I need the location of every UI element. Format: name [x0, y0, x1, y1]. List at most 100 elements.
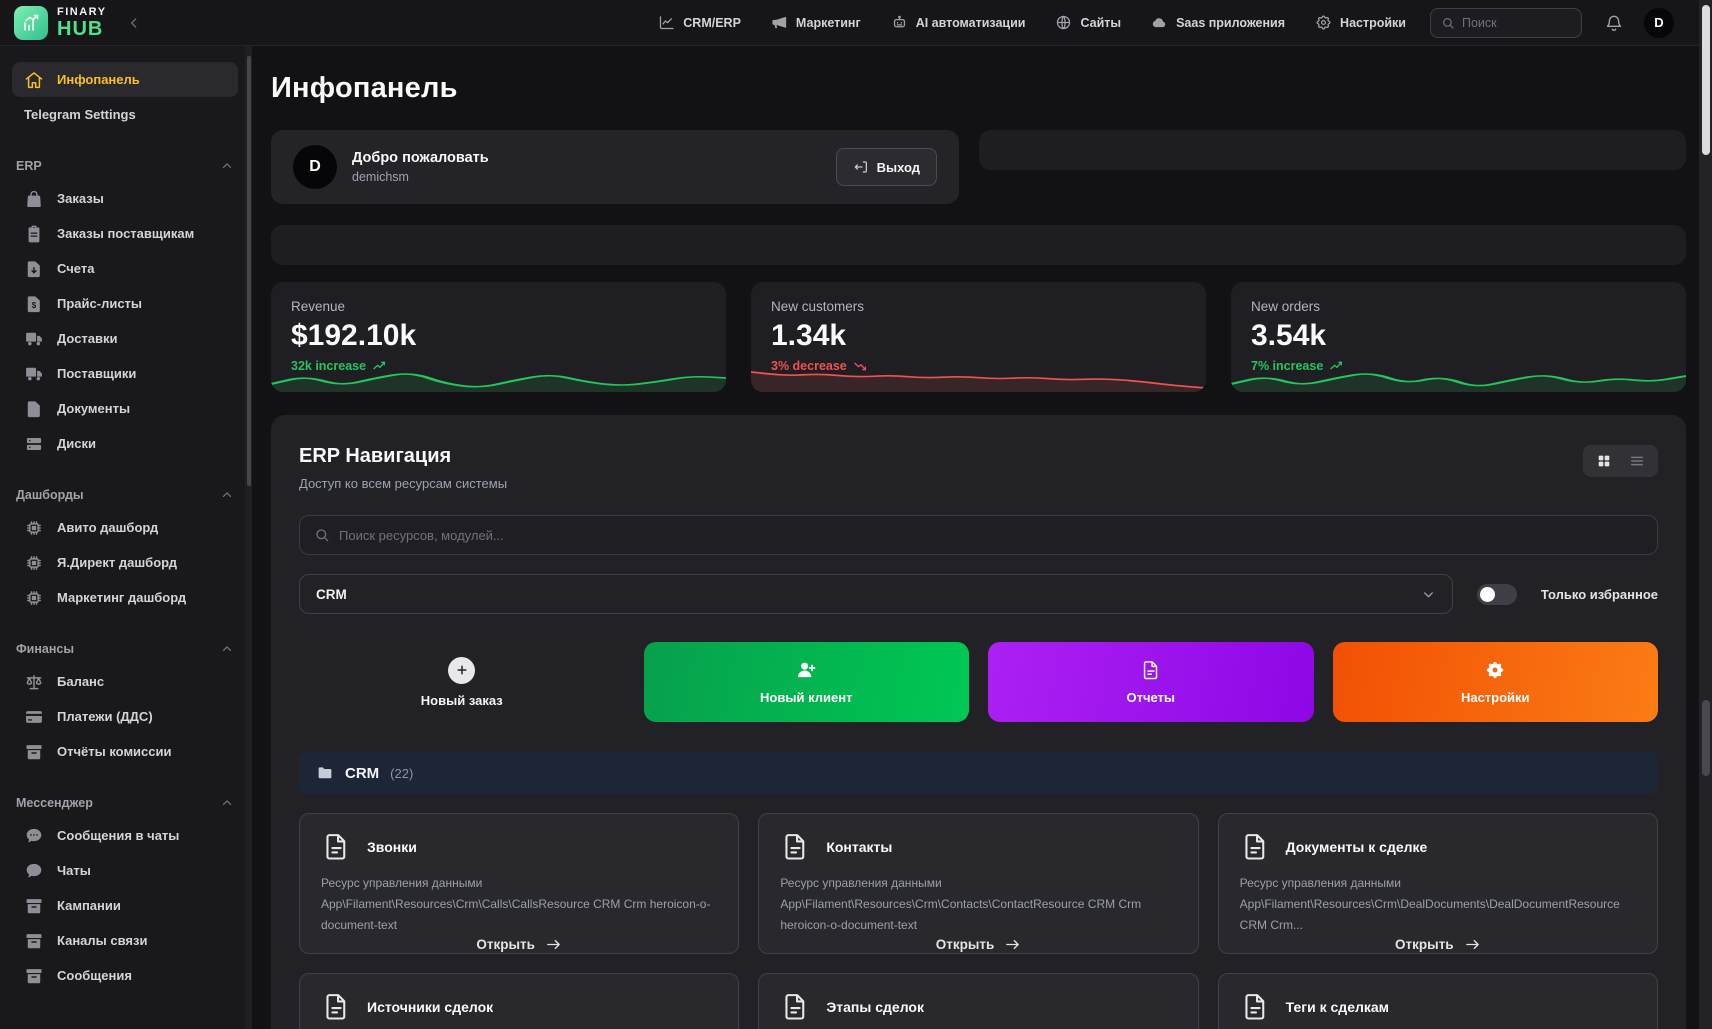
sidebar-group-header[interactable]: Финансы — [12, 642, 238, 656]
sidebar-item[interactable]: Заказы поставщикам — [12, 216, 238, 251]
crm-group-header[interactable]: CRM (22) — [299, 752, 1658, 794]
logout-label: Выход — [876, 159, 920, 175]
resource-card[interactable]: Звонки Ресурс управления данными App\Fil… — [299, 813, 740, 954]
home-icon — [24, 70, 44, 90]
archive-box-icon — [24, 742, 44, 762]
resource-title: Звонки — [367, 838, 417, 855]
topnav-item[interactable]: Сайты — [1055, 14, 1121, 31]
erp-nav-title: ERP Навигация — [299, 445, 452, 467]
sidebar-scrollbar-thumb[interactable] — [246, 56, 251, 486]
sidebar-item[interactable]: Отчёты комиссии — [12, 734, 238, 769]
favorites-only-toggle[interactable] — [1476, 583, 1517, 605]
chat-dots-icon — [24, 826, 44, 846]
quick-action-label: Настройки — [1460, 690, 1530, 705]
user-avatar[interactable]: D — [1644, 7, 1674, 38]
quick-action-button[interactable]: Настройки — [1332, 642, 1658, 722]
stat-sparkline — [271, 373, 726, 392]
resource-open-link[interactable]: Открыть — [476, 936, 562, 953]
chart-line-icon — [658, 14, 675, 31]
document-dollar-icon: $ — [24, 294, 44, 314]
user-plus-icon — [795, 659, 817, 681]
sidebar-item[interactable]: Я.Директ дашборд — [12, 545, 238, 580]
resource-title: Теги к сделкам — [1285, 998, 1390, 1015]
sidebar-item[interactable]: Сообщения в чаты — [12, 818, 238, 853]
resource-card[interactable]: Документы к сделке Ресурс управления дан… — [1217, 813, 1658, 954]
resource-card[interactable]: Теги к сделкам Ресурс управления данными… — [1217, 973, 1658, 1029]
document-text-icon — [780, 831, 811, 862]
resource-search-input[interactable] — [339, 527, 1643, 543]
gear-solid-icon — [1484, 659, 1506, 681]
quick-action-button[interactable]: Отчеты — [988, 642, 1314, 722]
sidebar-item[interactable]: Маркетинг дашборд — [12, 580, 238, 615]
topbar-search[interactable] — [1430, 7, 1582, 38]
stats-row: Revenue $192.10k 32k increase New custom… — [271, 282, 1686, 392]
welcome-username: demichsm — [352, 170, 409, 184]
crm-group-count: (22) — [390, 765, 414, 781]
sidebar-group-header[interactable]: Дашборды — [12, 488, 238, 502]
resource-search[interactable] — [299, 515, 1658, 555]
topnav-item[interactable]: AI автоматизации — [891, 14, 1025, 31]
sidebar-scrollbar[interactable] — [245, 46, 252, 1029]
resource-open-link[interactable]: Открыть — [1395, 936, 1481, 953]
topbar-search-input[interactable] — [1462, 15, 1571, 30]
topnav-item[interactable]: Маркетинг — [771, 14, 861, 31]
resource-card[interactable]: Источники сделок Ресурс управления данны… — [299, 973, 740, 1029]
sidebar-item-label: Сообщения — [57, 968, 132, 983]
scale-icon — [24, 672, 44, 692]
resource-title: Документы к сделке — [1285, 838, 1428, 855]
stat-value: 3.54k — [1251, 319, 1327, 352]
sidebar-group-header[interactable]: ERP — [12, 159, 238, 173]
sidebar-item[interactable]: Чаты — [12, 853, 238, 888]
sidebar-collapse-button[interactable] — [121, 10, 147, 36]
sidebar-item[interactable]: Сообщения — [12, 958, 238, 993]
sidebar-item[interactable]: Авито дашборд — [12, 510, 238, 545]
topnav-item[interactable]: CRM/ERP — [658, 14, 741, 31]
svg-text:$: $ — [32, 301, 37, 310]
sidebar-item[interactable]: Платежи (ДДС) — [12, 699, 238, 734]
topnav-item[interactable]: Настройки — [1315, 14, 1406, 31]
sidebar-item[interactable]: Доставки — [12, 321, 238, 356]
sidebar-group-header[interactable]: Мессенджер — [12, 796, 238, 810]
sidebar-item[interactable]: Каналы связи — [12, 923, 238, 958]
sidebar-item[interactable]: $ Прайс-листы — [12, 286, 238, 321]
sidebar-item-label: Я.Директ дашборд — [57, 555, 178, 570]
sidebar-item[interactable]: Диски — [12, 426, 238, 461]
sidebar-item[interactable]: Счета — [12, 251, 238, 286]
sidebar-group-label: Финансы — [16, 642, 75, 656]
sidebar-item[interactable]: Telegram Settings — [12, 97, 238, 132]
grid-view-icon[interactable] — [1596, 453, 1612, 469]
sidebar-item[interactable]: Инфопанель — [12, 62, 238, 97]
folder-icon — [316, 764, 334, 782]
sidebar-item[interactable]: Поставщики — [12, 356, 238, 391]
topnav-item[interactable]: Saas приложения — [1151, 14, 1285, 31]
category-select[interactable]: CRM — [299, 574, 1453, 614]
resource-title: Этапы сделок — [826, 998, 924, 1015]
logout-button[interactable]: Выход — [835, 148, 937, 186]
resource-card[interactable]: Этапы сделок Ресурс управления данными О… — [758, 973, 1199, 1029]
globe-icon — [1055, 14, 1072, 31]
list-view-icon[interactable] — [1629, 453, 1645, 469]
quick-action-button[interactable]: Новый заказ — [299, 642, 625, 722]
window-scrollbar[interactable] — [1699, 0, 1712, 1029]
bell-icon[interactable] — [1604, 13, 1624, 33]
robot-icon — [891, 14, 908, 31]
category-select-value: CRM — [316, 586, 347, 602]
cpu-chip-icon — [24, 588, 44, 608]
resource-card[interactable]: Контакты Ресурс управления данными App\F… — [758, 813, 1199, 954]
favorites-only-label: Только избранное — [1540, 586, 1658, 602]
sidebar-item[interactable]: Баланс — [12, 664, 238, 699]
brand-logo[interactable]: FINARY HUB — [14, 5, 107, 40]
archive-box-icon — [24, 896, 44, 916]
inner-scrollbar-thumb[interactable] — [1701, 700, 1710, 776]
sidebar-item[interactable]: Кампании — [12, 888, 238, 923]
crm-group-name: CRM — [345, 764, 380, 782]
sidebar-item-label: Диски — [57, 436, 96, 451]
quick-action-button[interactable]: Новый клиент — [643, 642, 969, 722]
truck-icon — [24, 329, 44, 349]
window-scrollbar-thumb[interactable] — [1701, 5, 1710, 155]
sidebar-item[interactable]: Заказы — [12, 181, 238, 216]
sidebar-group-label: Дашборды — [16, 488, 84, 502]
quick-action-label: Отчеты — [1126, 690, 1176, 705]
sidebar-item[interactable]: Документы — [12, 391, 238, 426]
resource-open-link[interactable]: Открыть — [936, 936, 1022, 953]
